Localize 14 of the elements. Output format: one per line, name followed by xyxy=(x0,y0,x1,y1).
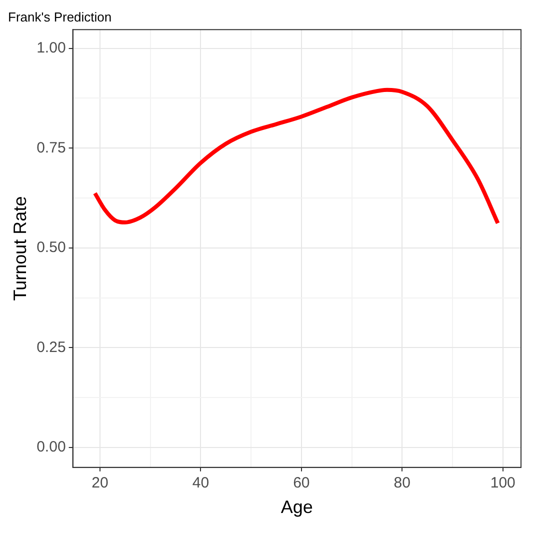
y-axis-title: Turnout Rate xyxy=(10,196,30,301)
y-tick-label: 0.75 xyxy=(36,139,66,156)
y-tick-label: 0.00 xyxy=(36,438,66,456)
y-tick-label: 0.25 xyxy=(36,338,66,356)
x-tick-label: 100 xyxy=(490,474,516,492)
x-tick-label: 40 xyxy=(192,474,210,492)
chart-title: Frank's Prediction xyxy=(8,9,112,24)
x-axis-title: Age xyxy=(280,497,313,518)
x-tick-label: 80 xyxy=(394,474,410,492)
x-tick-label: 20 xyxy=(92,474,108,492)
line-series xyxy=(92,88,500,226)
y-tick-label: 0.50 xyxy=(36,239,66,256)
x-tick-label: 60 xyxy=(293,474,310,492)
y-tick-label: 1.00 xyxy=(36,40,66,56)
